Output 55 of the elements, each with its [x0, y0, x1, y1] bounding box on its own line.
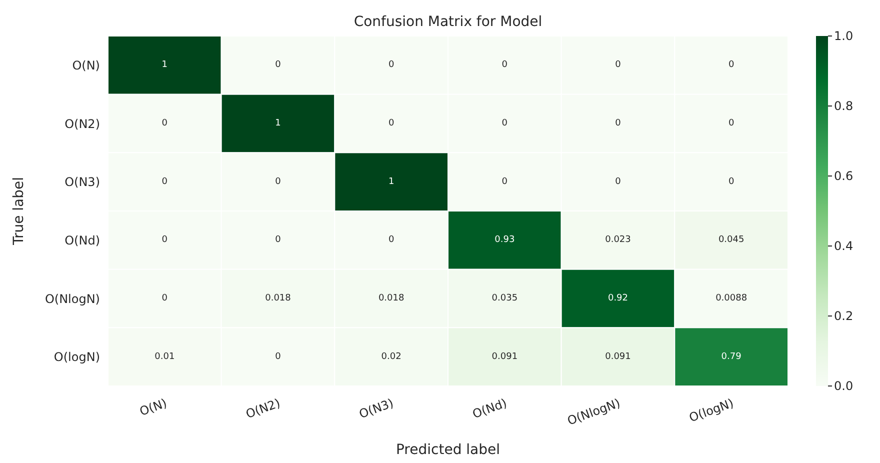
- y-tick-label: O(NlogN): [44, 292, 100, 306]
- data-label: 0: [728, 60, 734, 70]
- y-tick-label: O(N2): [64, 116, 100, 131]
- data-label: 0: [728, 118, 734, 128]
- y-axis-title: True label: [10, 176, 27, 246]
- color-bar-label: 0.4: [834, 239, 854, 253]
- data-label: 0.045: [718, 235, 744, 246]
- data-label: 0.02: [381, 352, 402, 362]
- data-label: 0.0088: [716, 294, 748, 304]
- data-label: 0: [615, 60, 622, 70]
- data-label: 0: [162, 118, 168, 128]
- data-label: 0.091: [605, 352, 631, 362]
- chart-title: Confusion Matrix for Model: [352, 14, 544, 30]
- data-label: 0: [502, 60, 508, 70]
- data-label: 0: [275, 352, 282, 362]
- color-bar-label: 0.2: [834, 309, 854, 323]
- color-bar-label: 1.0: [834, 29, 854, 43]
- data-label: 0: [275, 176, 282, 187]
- data-label: 0.79: [721, 352, 742, 362]
- data-label: 0: [388, 235, 394, 246]
- data-label: 0.091: [492, 352, 518, 362]
- data-label: 1: [275, 118, 281, 128]
- color-bar-label: 0.8: [834, 99, 854, 113]
- data-label: 0: [615, 176, 622, 187]
- data-label: 0.018: [265, 294, 292, 304]
- x-tick-label: O(N3): [357, 396, 396, 422]
- data-label: 0.93: [494, 235, 515, 246]
- data-label: 1: [388, 176, 394, 187]
- data-label: 0.01: [154, 352, 175, 362]
- data-label: 0: [502, 176, 508, 187]
- x-tick-label: O(N2): [244, 396, 282, 422]
- data-label: 0.92: [608, 294, 628, 304]
- data-label: 0: [388, 60, 394, 70]
- data-label: 1: [162, 60, 168, 70]
- data-label: 0: [162, 176, 168, 187]
- y-tick-label: O(N): [72, 58, 100, 72]
- x-tick-label: O(N): [138, 396, 169, 419]
- data-label: 0.018: [378, 294, 404, 304]
- data-label: 0.023: [605, 235, 631, 246]
- y-tick-label: O(logN): [54, 350, 100, 364]
- data-label: 0: [388, 118, 394, 128]
- color-bar-label: 0.6: [834, 169, 854, 183]
- data-label: 0: [162, 294, 168, 304]
- data-label: 0: [275, 235, 282, 246]
- y-tick-label: O(N3): [64, 175, 100, 190]
- data-label: 0: [615, 118, 622, 128]
- x-tick-label: O(Nd): [470, 396, 509, 422]
- y-tick-label: O(Nd): [64, 233, 100, 248]
- color-bar-label: 0.0: [834, 379, 854, 393]
- data-label: 0: [502, 118, 508, 128]
- data-label: 0.035: [492, 294, 518, 304]
- x-axis-title: Predicted label: [396, 442, 500, 458]
- data-label: 0: [728, 176, 734, 187]
- data-label: 0: [162, 235, 168, 246]
- data-label: 0: [275, 60, 282, 70]
